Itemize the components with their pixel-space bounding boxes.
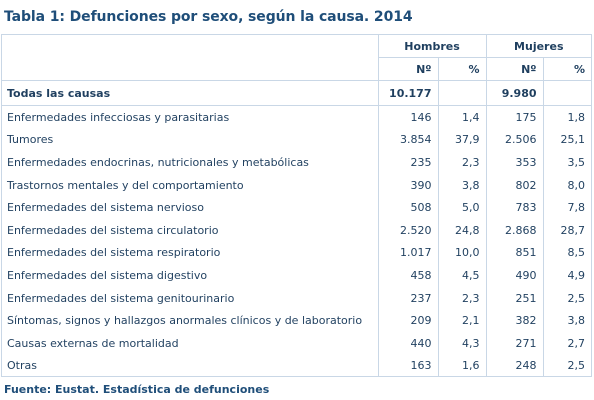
header-men-count: Nº	[377, 57, 438, 81]
total-row: Todas las causas 10.177 9.980	[2, 80, 592, 106]
row-women-count: 783	[485, 196, 544, 219]
table-row: Síntomas, signos y hallazgos anormales c…	[2, 309, 592, 332]
header-men: Hombres	[377, 35, 487, 58]
row-label: Tumores	[7, 133, 54, 147]
deaths-table-container: Hombres Mujeres Nº % Nº % Todas las caus…	[1, 34, 592, 378]
row-label: Enfermedades del sistema nervioso	[7, 201, 204, 215]
deaths-by-cause-table: Hombres Mujeres Nº % Nº % Todas las caus…	[2, 35, 592, 378]
header-blank	[2, 35, 378, 58]
row-women-count: 2.868	[485, 218, 544, 242]
row-men-count: 440	[377, 331, 438, 355]
row-women-count: 271	[485, 331, 544, 355]
row-women-count: 802	[485, 173, 544, 197]
header-blank-2	[2, 57, 378, 81]
row-women-count: 2.506	[485, 128, 544, 152]
total-men-count: 10.177	[377, 80, 438, 106]
total-label: Todas las causas	[2, 80, 378, 106]
row-women-percent: 25,1	[542, 128, 592, 152]
row-label: Enfermedades del sistema genitourinario	[7, 291, 235, 305]
total-men-percent	[437, 80, 487, 106]
row-women-percent: 28,7	[542, 218, 592, 242]
table-row: Enfermedades del sistema respiratorio 1.0…	[2, 241, 592, 265]
header-women-percent: %	[542, 57, 592, 81]
row-men-percent: 1,6	[437, 354, 487, 378]
row-men-percent: 3,8	[437, 173, 487, 197]
table-row: Trastornos mentales y del comportamiento…	[2, 173, 592, 197]
source-note: Fuente: Eustat. Estadística de defuncion…	[4, 383, 270, 396]
total-women-percent	[542, 80, 592, 106]
row-label: Enfermedades del sistema respiratorio	[7, 246, 221, 260]
table-row: Enfermedades infecciosas y parasitarias 1…	[2, 105, 592, 129]
row-women-percent: 4,9	[542, 264, 592, 287]
row-label: Causas externas de mortalidad	[7, 336, 179, 350]
row-women-count: 248	[485, 354, 544, 378]
row-women-count: 382	[485, 309, 544, 332]
total-women-count: 9.980	[485, 80, 544, 106]
row-label: Enfermedades del sistema circulatorio	[7, 223, 219, 237]
row-men-percent: 4,5	[437, 264, 487, 287]
row-women-count: 490	[485, 264, 544, 287]
row-women-percent: 2,5	[542, 354, 592, 378]
row-women-count: 851	[485, 241, 544, 265]
row-men-count: 163	[377, 354, 438, 378]
row-women-percent: 3,5	[542, 151, 592, 174]
header-row-measures: Nº % Nº %	[2, 57, 592, 81]
row-men-count: 235	[377, 151, 438, 174]
row-women-percent: 2,7	[542, 331, 592, 355]
row-men-percent: 24,8	[437, 218, 487, 242]
table-row: Enfermedades del sistema circulatorio 2.5…	[2, 218, 592, 242]
row-men-percent: 4,3	[437, 331, 487, 355]
table-row: Enfermedades del sistema nervioso 508 5,0 7…	[2, 196, 592, 219]
row-women-percent: 2,5	[542, 286, 592, 310]
row-men-count: 1.017	[377, 241, 438, 265]
row-men-count: 2.520	[377, 218, 438, 242]
row-label: Enfermedades infecciosas y parasitarias	[7, 110, 230, 124]
row-label: Enfermedades del sistema digestivo	[7, 268, 208, 282]
row-men-percent: 2,3	[437, 151, 487, 174]
row-label: Síntomas, signos y hallazgos anormales c…	[7, 314, 363, 328]
row-men-count: 146	[377, 105, 438, 129]
row-men-count: 458	[377, 264, 438, 287]
table-row: Otras 163 1,6 248 2,5	[2, 354, 592, 378]
row-label: Enfermedades endocrinas, nutricionales y…	[7, 155, 309, 169]
row-men-count: 390	[377, 173, 438, 197]
row-women-percent: 3,8	[542, 309, 592, 332]
row-men-count: 237	[377, 286, 438, 310]
row-men-percent: 1,4	[437, 105, 487, 129]
row-men-percent: 10,0	[437, 241, 487, 265]
row-women-percent: 8,0	[542, 173, 592, 197]
row-men-percent: 2,1	[437, 309, 487, 332]
row-women-count: 251	[485, 286, 544, 310]
row-women-count: 175	[485, 105, 544, 129]
row-men-count: 3.854	[377, 128, 438, 152]
row-label: Otras	[7, 359, 37, 373]
row-women-percent: 7,8	[542, 196, 592, 219]
row-men-percent: 2,3	[437, 286, 487, 310]
header-row-groups: Hombres Mujeres	[2, 35, 592, 58]
header-women-count: Nº	[485, 57, 544, 81]
table-title: Tabla 1: Defunciones por sexo, según la …	[4, 9, 413, 25]
table-row: Causas externas de mortalidad 440 4,3 271 2,…	[2, 331, 592, 355]
table-row: Tumores 3.854 37,9 2.506 25,1	[2, 128, 592, 152]
row-women-percent: 1,8	[542, 105, 592, 129]
table-row: Enfermedades del sistema genitourinario 2…	[2, 286, 592, 310]
row-women-percent: 8,5	[542, 241, 592, 265]
table-row: Enfermedades del sistema digestivo 458 4,5…	[2, 264, 592, 287]
row-men-count: 209	[377, 309, 438, 332]
row-men-percent: 37,9	[437, 128, 487, 152]
header-women: Mujeres	[485, 35, 592, 58]
header-men-percent: %	[437, 57, 487, 81]
row-label: Trastornos mentales y del comportamiento	[7, 178, 244, 192]
row-women-count: 353	[485, 151, 544, 174]
row-men-count: 508	[377, 196, 438, 219]
table-row: Enfermedades endocrinas, nutricionales y…	[2, 151, 592, 174]
row-men-percent: 5,0	[437, 196, 487, 219]
